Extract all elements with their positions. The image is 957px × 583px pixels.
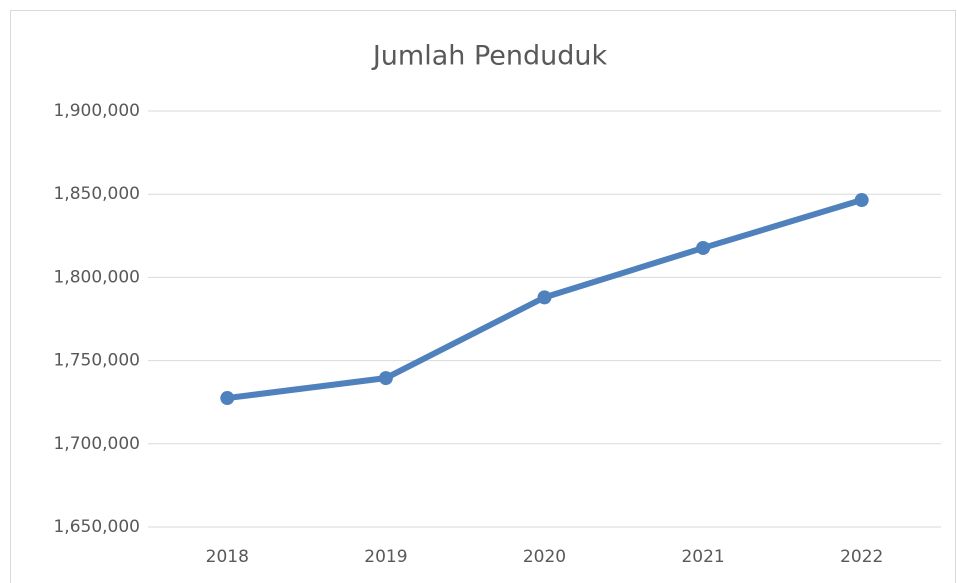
data-point (537, 290, 552, 305)
y-tick-label: 1,700,000 (53, 434, 140, 454)
chart-border (10, 10, 956, 583)
y-tick-label: 1,900,000 (53, 101, 140, 121)
y-tick-label: 1,650,000 (53, 517, 140, 537)
data-point (696, 240, 711, 255)
chart-title: Jumlah Penduduk (371, 41, 608, 72)
x-tick-label: 2022 (840, 547, 883, 567)
x-tick-label: 2021 (681, 547, 724, 567)
x-tick-label: 2019 (364, 547, 407, 567)
x-tick-label: 2018 (206, 547, 249, 567)
y-tick-label: 1,750,000 (53, 351, 140, 371)
x-tick-label: 2020 (523, 547, 566, 567)
data-point (220, 391, 235, 406)
data-point (854, 193, 869, 208)
data-point (378, 371, 393, 386)
y-tick-label: 1,850,000 (53, 184, 140, 204)
y-tick-label: 1,800,000 (53, 267, 140, 287)
